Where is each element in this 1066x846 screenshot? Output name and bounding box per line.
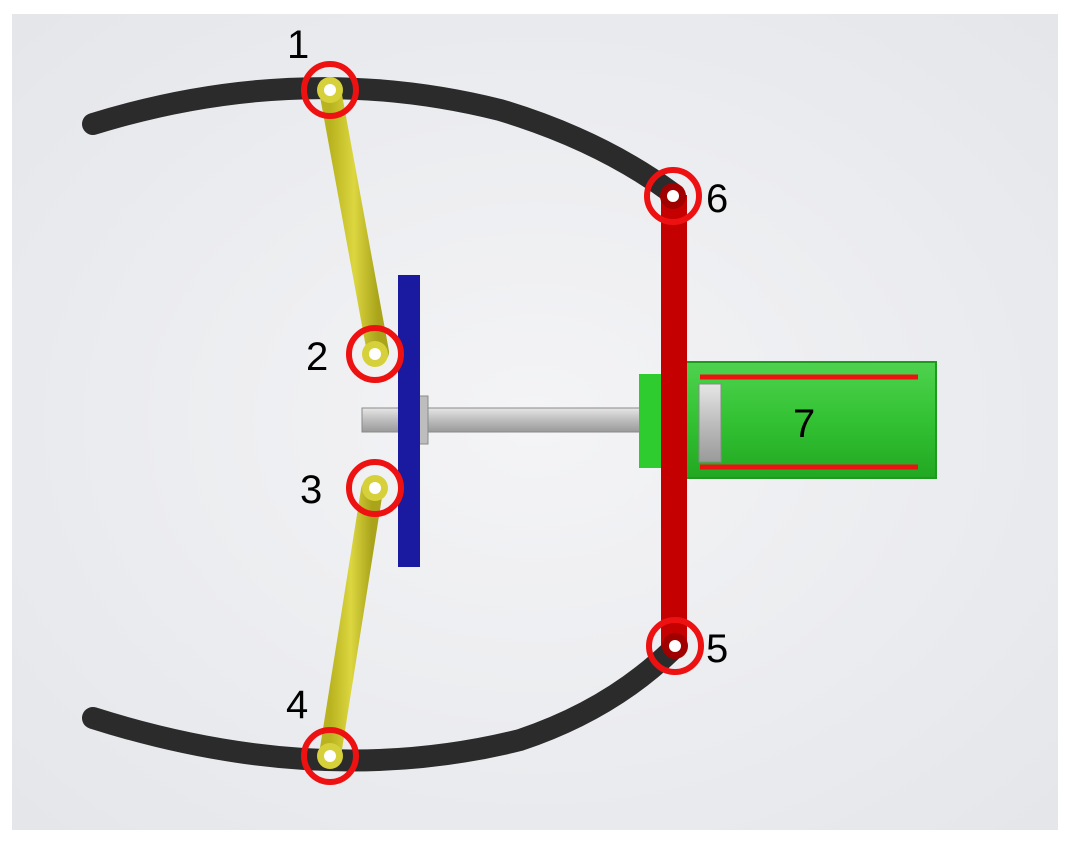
label-joint-4: 4 <box>286 683 308 727</box>
lower-yellow-link <box>319 479 383 766</box>
joint-1 <box>301 61 359 119</box>
label-cylinder: 7 <box>793 402 815 446</box>
label-joint-6: 6 <box>706 177 728 221</box>
red-link <box>661 195 687 645</box>
joint-2 <box>346 325 404 383</box>
blue-plate <box>398 275 420 567</box>
label-joint-2: 2 <box>306 335 328 379</box>
label-joint-3: 3 <box>300 468 322 512</box>
upper-yellow-link <box>319 79 389 363</box>
upper-jaw <box>82 77 683 204</box>
joint-5 <box>646 617 704 675</box>
piston-head <box>698 383 722 463</box>
joint-4 <box>301 727 359 785</box>
label-joint-1: 1 <box>287 23 309 67</box>
joint-6 <box>644 167 702 225</box>
label-joint-5: 5 <box>706 627 728 671</box>
lower-jaw <box>82 639 683 772</box>
joint-3 <box>346 459 404 517</box>
